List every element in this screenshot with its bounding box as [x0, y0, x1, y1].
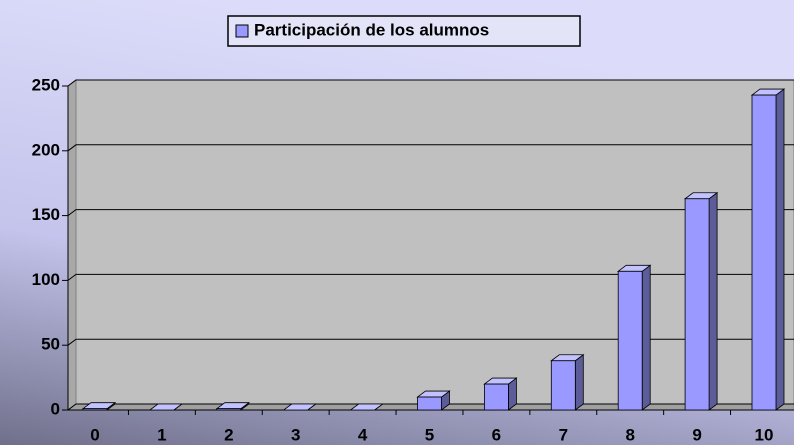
- bar-top: [282, 403, 317, 411]
- bar-side: [574, 353, 584, 411]
- grid-line: [67, 273, 794, 281]
- legend-box: [227, 15, 581, 47]
- y-tick-label: 0: [51, 399, 60, 418]
- x-tick-label: 4: [358, 425, 368, 444]
- x-tick-label: 6: [492, 425, 501, 444]
- x-tick-label: 0: [90, 425, 99, 444]
- x-tick-label: 3: [291, 425, 300, 444]
- y-tick-label: 50: [41, 335, 60, 354]
- bar-front: [216, 408, 242, 411]
- grid-line: [67, 144, 794, 152]
- bar-front: [550, 360, 576, 411]
- bar: [81, 401, 117, 411]
- bar: [750, 88, 786, 411]
- bar-front: [617, 270, 643, 411]
- bar-top: [349, 403, 384, 411]
- y-tick-label: 200: [32, 140, 60, 159]
- grid-line: [67, 79, 794, 87]
- x-tick-label: 2: [224, 425, 233, 444]
- x-tick-label: 9: [692, 425, 701, 444]
- bar: [349, 403, 384, 411]
- x-tick-label: 1: [157, 425, 166, 444]
- x-tick-label: 5: [425, 425, 434, 444]
- y-tick-label: 150: [32, 205, 60, 224]
- legend-swatch: [235, 24, 249, 38]
- bar-front: [483, 383, 509, 411]
- legend-label: Participación de los alumnos: [254, 20, 489, 39]
- bar: [215, 401, 251, 411]
- x-tick-label: 7: [559, 425, 568, 444]
- bar-side: [708, 191, 718, 411]
- bar: [416, 390, 451, 411]
- y-tick-label: 250: [32, 75, 60, 94]
- bar-front: [82, 408, 108, 411]
- bar-front: [751, 94, 777, 411]
- bar-front: [684, 198, 710, 411]
- x-tick-label: 10: [755, 425, 774, 444]
- bar-top: [148, 403, 184, 411]
- legend: Participación de los alumnos: [227, 15, 581, 47]
- bar-side: [775, 88, 785, 411]
- bar: [282, 403, 317, 411]
- bar-side: [641, 264, 651, 411]
- bar: [148, 403, 184, 411]
- bar: [617, 264, 652, 411]
- bar-front: [417, 396, 442, 411]
- grid-line: [67, 338, 794, 346]
- x-tick-label: 8: [625, 425, 634, 444]
- y-tick-label: 100: [32, 270, 60, 289]
- side-wall: [67, 79, 77, 411]
- bar: [683, 191, 719, 411]
- grid-line: [67, 209, 794, 217]
- bar: [483, 377, 518, 411]
- bar: [550, 353, 585, 411]
